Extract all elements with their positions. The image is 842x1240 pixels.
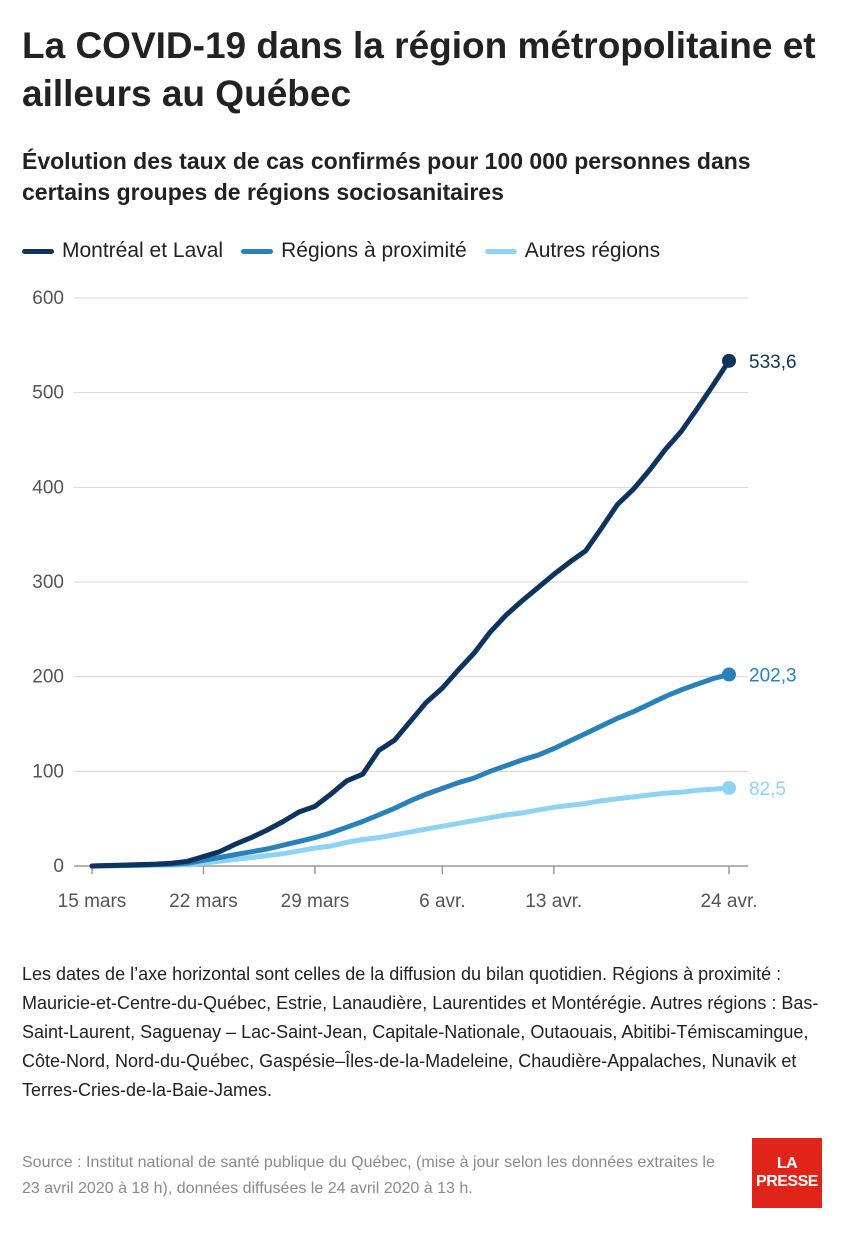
chart-source: Source : Institut national de santé publ…: [22, 1154, 715, 1197]
series-end-label: 202,3: [749, 665, 797, 686]
legend-label-montreal-laval: Montréal et Laval: [62, 239, 224, 262]
series-endpoint: [722, 667, 736, 682]
series-line-0: [89, 358, 732, 869]
logo-line-1: LA: [776, 1155, 798, 1172]
chart-title: La COVID-19 dans la région métropolitain…: [22, 25, 816, 114]
logo-line-2: PRESSE: [756, 1173, 818, 1190]
y-tick-label: 600: [32, 288, 64, 309]
chart-subtitle: Évolution des taux de cas confirmés pour…: [22, 148, 751, 205]
line-chart: 0 100 200 300 400 500 600 15 mars 22 mars 29 mars…: [32, 288, 797, 912]
x-tick-label: 24 avr.: [700, 891, 757, 912]
legend-label-autres-regions: Autres régions: [524, 239, 661, 262]
series-line-1: [89, 672, 732, 869]
y-tick-label: 300: [32, 572, 64, 593]
legend-item-montreal-laval: Montréal et Laval: [22, 239, 223, 263]
chart-legend: Montréal et Laval Régions à proximité Au…: [22, 236, 678, 266]
legend-swatch-regions-proximite: [241, 248, 274, 254]
series-end-label: 82,5: [749, 779, 786, 800]
legend-item-regions-proximite: Régions à proximité: [241, 239, 467, 263]
legend-label-regions-proximite: Régions à proximité: [281, 239, 467, 262]
x-tick-label: 22 mars: [169, 891, 238, 912]
y-tick-label: 400: [32, 477, 64, 498]
x-tick-label: 15 mars: [58, 891, 127, 912]
series-endpoint: [722, 780, 736, 795]
legend-swatch-montreal-laval: [22, 248, 54, 254]
legend-swatch-autres-regions: [484, 248, 517, 254]
x-tick-label: 29 mars: [281, 891, 350, 912]
series-end-label: 533,6: [749, 352, 797, 373]
la-presse-logo: LA PRESSE: [752, 1138, 822, 1208]
x-tick-label: 13 avr.: [525, 891, 582, 912]
legend-item-autres-regions: Autres régions: [484, 239, 661, 263]
y-tick-label: 200: [32, 667, 64, 688]
chart-notes: Les dates de l’axe horizontal sont celle…: [22, 964, 819, 1100]
x-tick-label: 6 avr.: [419, 891, 465, 912]
series-endpoint: [722, 353, 736, 368]
y-tick-label: 100: [32, 761, 64, 782]
y-tick-label: 500: [32, 383, 64, 404]
y-tick-label: 0: [53, 856, 64, 877]
